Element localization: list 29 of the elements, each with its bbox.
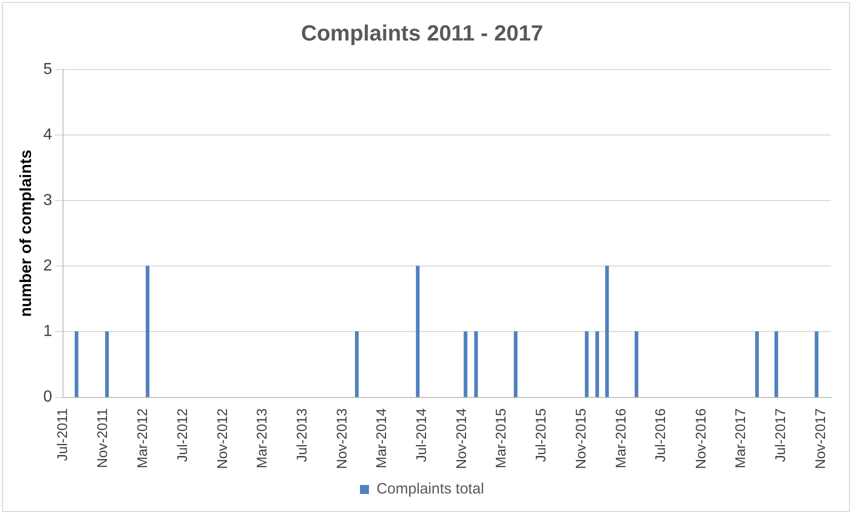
x-tick-label: Nov-2013 bbox=[334, 408, 350, 469]
y-tick-label: 0 bbox=[43, 388, 52, 406]
y-tick-label: 1 bbox=[43, 323, 52, 340]
x-tick-label: Jul-2011 bbox=[54, 408, 70, 461]
y-tick-label: 2 bbox=[43, 258, 52, 275]
x-tick-label: Mar-2014 bbox=[372, 408, 389, 468]
x-tick-label: Nov-2015 bbox=[572, 408, 589, 469]
x-tick-label: Nov-2016 bbox=[692, 408, 709, 469]
x-tick-label: Jul-2016 bbox=[652, 408, 668, 462]
x-tick-label: Mar-2017 bbox=[732, 408, 748, 468]
y-tick-label: 4 bbox=[43, 126, 52, 144]
x-tick-label: Mar-2012 bbox=[134, 408, 150, 468]
y-tick-label: 3 bbox=[43, 192, 52, 209]
x-tick-label: Jul-2014 bbox=[412, 408, 429, 462]
x-tick-label: Mar-2016 bbox=[612, 408, 628, 468]
chart-title: Complaints 2011 - 2017 bbox=[300, 20, 544, 46]
x-tick-label: Nov-2017 bbox=[812, 408, 828, 469]
x-tick-label: Mar-2013 bbox=[253, 408, 270, 468]
y-tick-label: 5 bbox=[43, 60, 52, 78]
x-tick-label: Mar-2015 bbox=[492, 408, 508, 468]
x-tick-label: Jul-2012 bbox=[174, 408, 190, 462]
x-tick-label: Jul-2015 bbox=[532, 408, 548, 462]
x-tick-label: Nov-2011 bbox=[94, 408, 110, 468]
x-tick-label: Nov-2014 bbox=[453, 408, 470, 469]
x-tick-label: Jul-2017 bbox=[772, 408, 788, 462]
y-axis-title: number of complaints bbox=[18, 150, 36, 317]
legend-label: Complaints total bbox=[376, 480, 484, 498]
x-tick-label: Nov-2012 bbox=[214, 408, 230, 469]
x-tick-label: Jul-2013 bbox=[293, 408, 310, 462]
